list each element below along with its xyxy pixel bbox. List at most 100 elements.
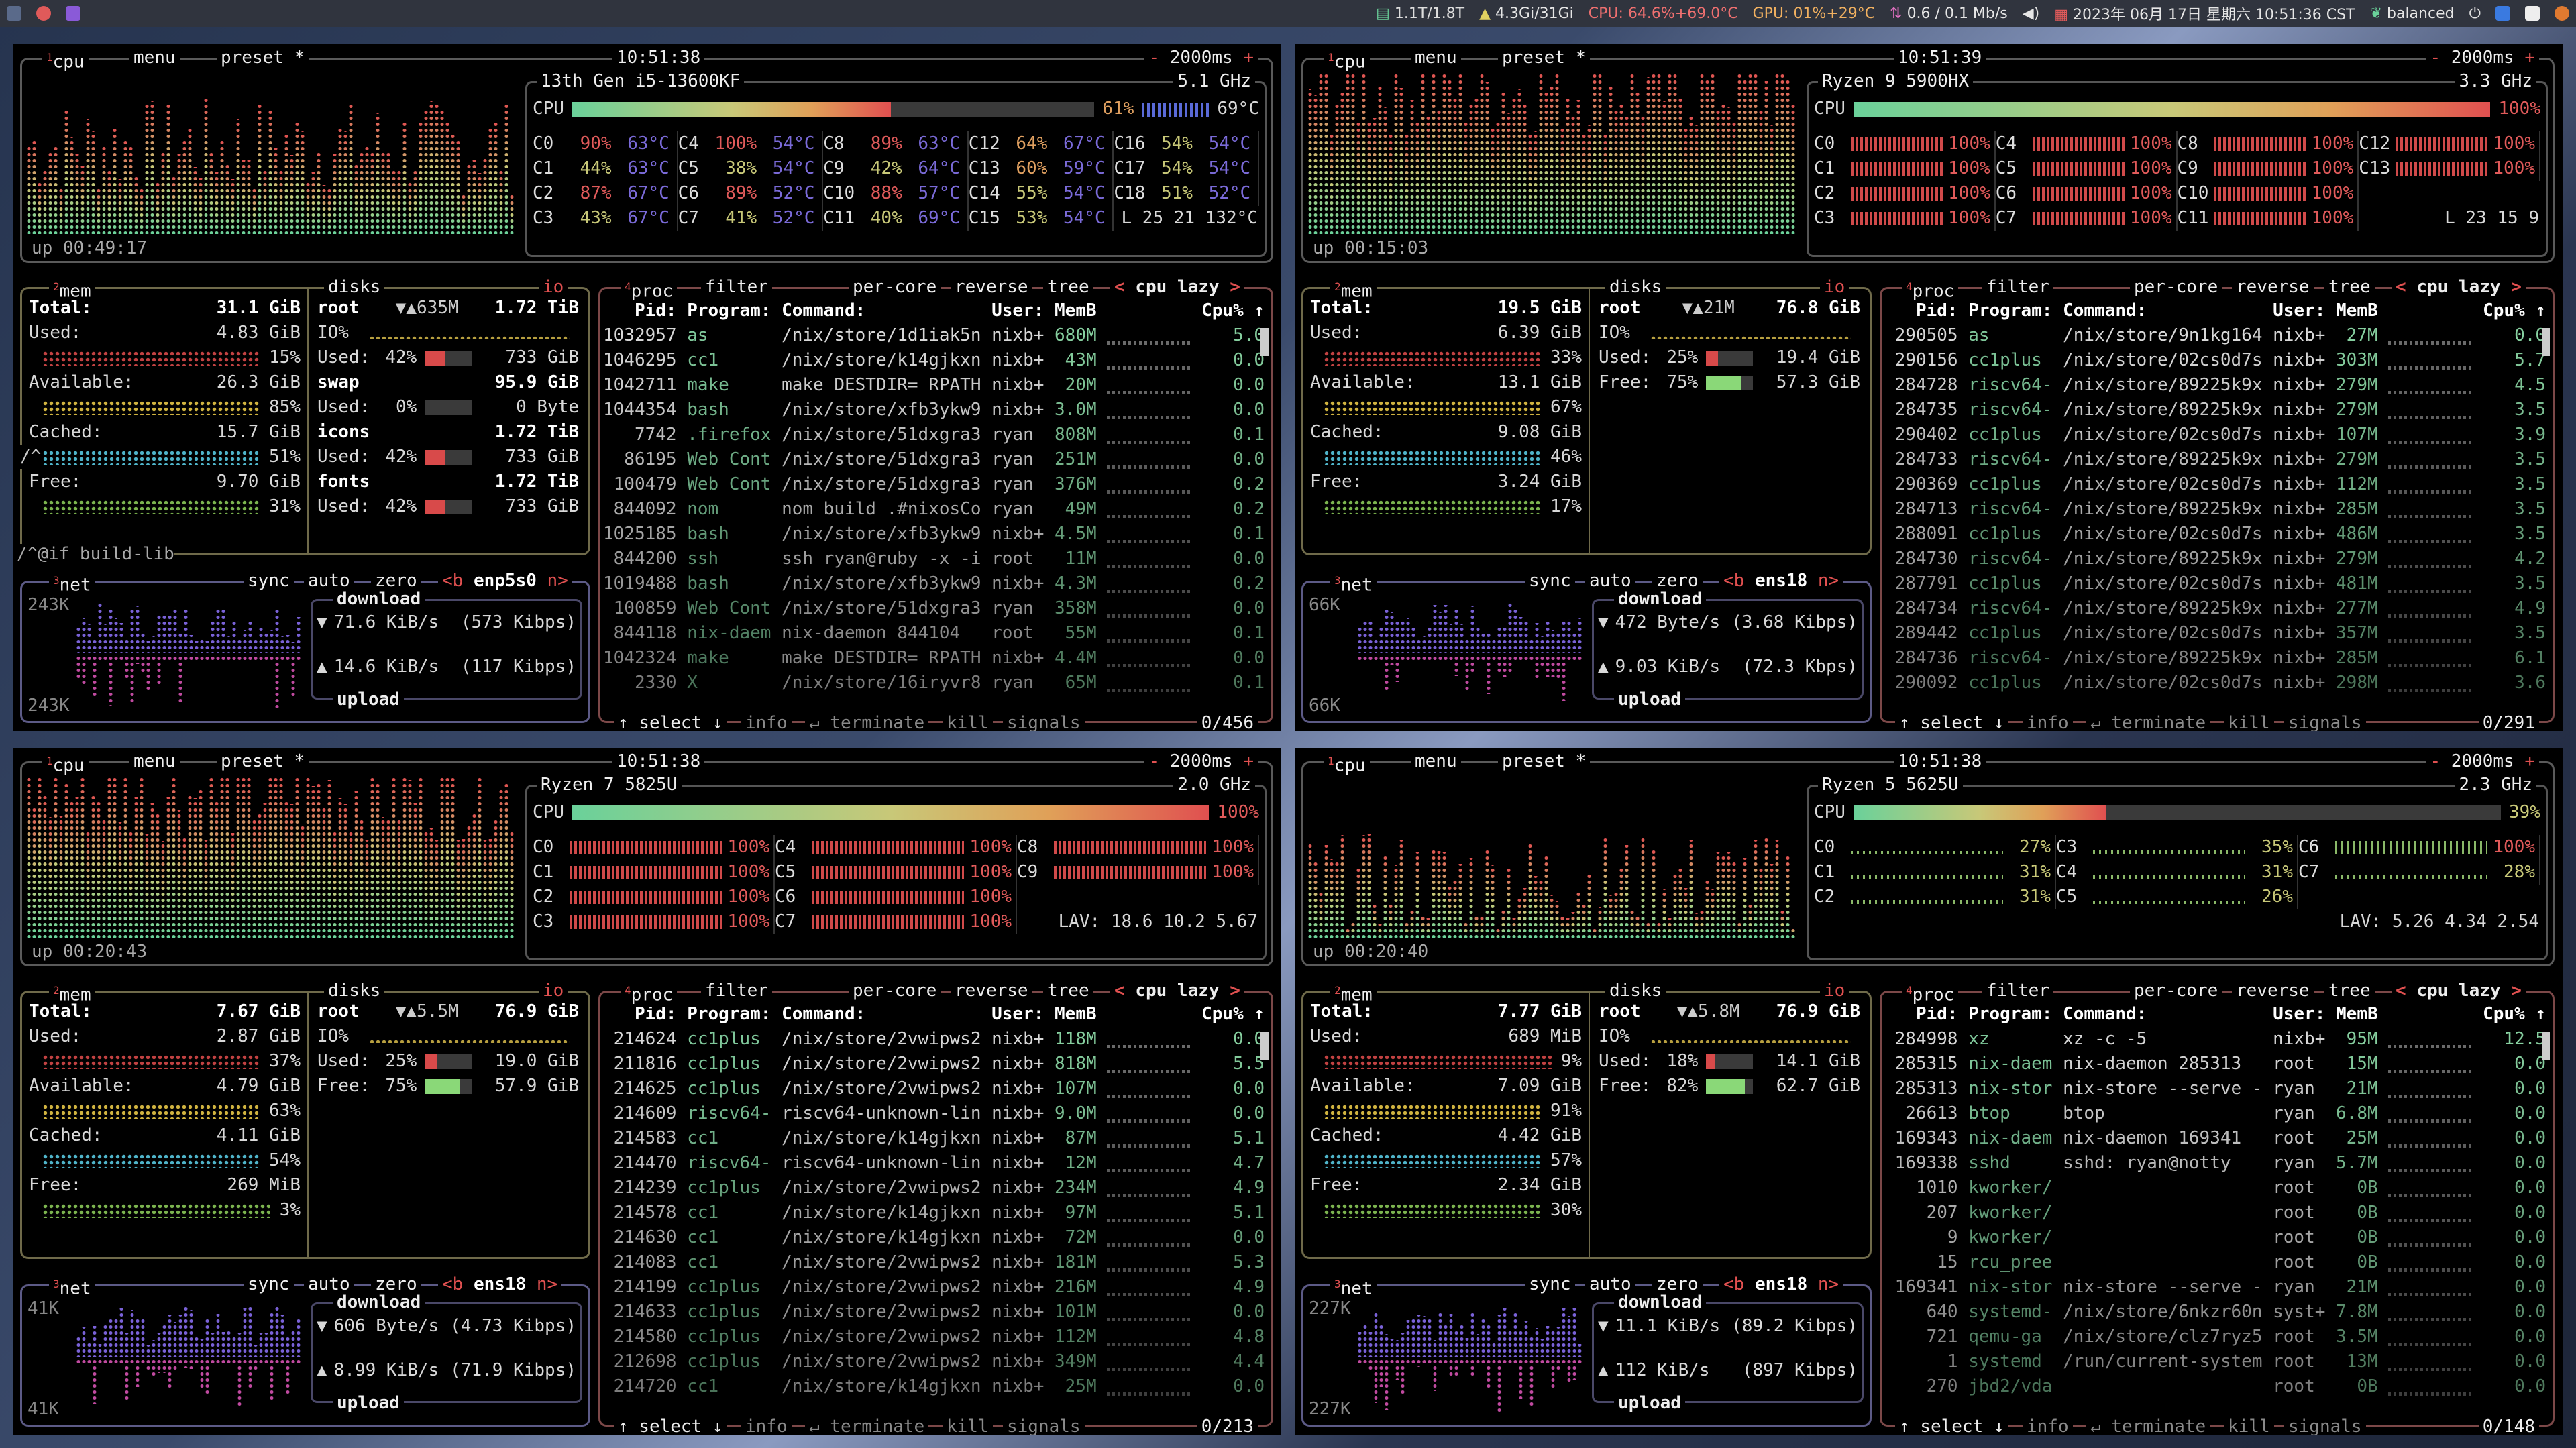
per-core-toggle[interactable]: per-core bbox=[2130, 979, 2222, 1002]
sort-prev[interactable]: < bbox=[2396, 277, 2406, 297]
proc-title[interactable]: 4proc bbox=[621, 979, 678, 1007]
filter-button[interactable]: filter bbox=[701, 276, 772, 298]
process-row[interactable]: 211816 cc1plus/nix/store/2vwipws2 nixb+ 818… bbox=[600, 1052, 1271, 1076]
net-title[interactable]: 3net bbox=[49, 569, 95, 597]
proc-scrollbar[interactable] bbox=[1260, 328, 1269, 356]
io-title-text[interactable]: io bbox=[1824, 981, 1845, 1001]
reverse-toggle[interactable]: reverse bbox=[951, 276, 1032, 298]
per-core-toggle[interactable]: per-core bbox=[849, 276, 941, 298]
cpu-box-title[interactable]: 1cpu bbox=[1324, 750, 1370, 777]
signals-button[interactable]: signals bbox=[2284, 1415, 2366, 1435]
menu-button[interactable]: menu bbox=[1411, 750, 1461, 773]
process-row[interactable]: 285315 nix-daem nix-daemon 285313 root 15M 0.… bbox=[1882, 1052, 2553, 1076]
sort-prev[interactable]: < bbox=[1114, 277, 1125, 297]
sort-selector[interactable]: < cpu lazy > bbox=[1110, 979, 1244, 1002]
select-hint[interactable]: ↑ select ↓ bbox=[614, 1415, 727, 1435]
interval-decrease[interactable]: - bbox=[1148, 751, 1160, 771]
process-row[interactable]: 284998 xz xz -c -5 nixb+ 95M 12.5 bbox=[1882, 1027, 2553, 1052]
interval-decrease[interactable]: - bbox=[2430, 751, 2441, 771]
sort-next[interactable]: > bbox=[1230, 981, 1240, 1001]
signals-button[interactable]: signals bbox=[1003, 712, 1085, 731]
interval-increase[interactable]: + bbox=[1243, 48, 1254, 68]
process-row[interactable]: 100859 Web Cont/nix/store/51dxgra3 ryan 358… bbox=[600, 596, 1271, 621]
browser-icon[interactable] bbox=[36, 6, 51, 21]
proc-title[interactable]: 4proc bbox=[1902, 276, 1959, 303]
disks-title[interactable]: disks bbox=[324, 979, 385, 1002]
process-row[interactable]: 1042324 make make DESTDIR= RPATH nixb+ 4.4M 0… bbox=[600, 646, 1271, 671]
process-row[interactable]: 290156 cc1plus/nix/store/02cs0d7s nixb+ 303… bbox=[1882, 348, 2553, 373]
process-row[interactable]: 284733 riscv64-/nix/store/89225k9x nixb+ 27… bbox=[1882, 447, 2553, 472]
io-title-text[interactable]: io bbox=[543, 981, 564, 1001]
process-row[interactable]: 1019488 bash/nix/store/xfb3ykw9 nixb+ 4.3M 0… bbox=[600, 571, 1271, 596]
filter-button[interactable]: filter bbox=[1982, 979, 2053, 1002]
process-row[interactable]: 169338 sshd sshd: ryan@notty ryan 5.7M 0.0 bbox=[1882, 1151, 2553, 1176]
disks-title[interactable]: disks bbox=[1605, 276, 1666, 298]
interface-next[interactable]: n> bbox=[1817, 571, 1839, 591]
process-row[interactable]: 1032957 as/nix/store/1d1iak5n nixb+ 680M 5.0 bbox=[600, 323, 1271, 348]
sort-next[interactable]: > bbox=[2511, 981, 2522, 1001]
reverse-toggle[interactable]: reverse bbox=[2232, 979, 2314, 1002]
io-title-text[interactable]: io bbox=[543, 277, 564, 297]
disks-title[interactable]: disks bbox=[1605, 979, 1666, 1002]
proc-scrollbar[interactable] bbox=[2542, 328, 2550, 356]
process-row[interactable]: 1046295 cc1/nix/store/k14gjkxn nixb+ 43M 0.0 bbox=[600, 348, 1271, 373]
process-row[interactable]: 284735 riscv64-/nix/store/89225k9x nixb+ 27… bbox=[1882, 398, 2553, 423]
tree-toggle[interactable]: tree bbox=[1043, 979, 1093, 1002]
info-button[interactable]: info bbox=[2023, 1415, 2073, 1435]
process-row[interactable]: 214583 cc1/nix/store/k14gjkxn nixb+ 87M 5.1 bbox=[600, 1126, 1271, 1151]
process-row[interactable]: 284734 riscv64-/nix/store/89225k9x nixb+ 27… bbox=[1882, 596, 2553, 621]
filter-button[interactable]: filter bbox=[701, 979, 772, 1002]
process-row[interactable]: 26613 btop btop ryan 6.8M 0.0 bbox=[1882, 1101, 2553, 1126]
interface-prev[interactable]: <b bbox=[442, 1274, 464, 1294]
reverse-toggle[interactable]: reverse bbox=[951, 979, 1032, 1002]
interface-next[interactable]: n> bbox=[1817, 1274, 1839, 1294]
info-button[interactable]: info bbox=[741, 1415, 792, 1435]
process-row[interactable]: 86195 Web Cont/nix/store/51dxgra3 ryan 251M… bbox=[600, 447, 1271, 472]
select-hint[interactable]: ↑ select ↓ bbox=[1895, 1415, 2008, 1435]
process-row[interactable]: 284713 riscv64-/nix/store/89225k9x nixb+ 28… bbox=[1882, 497, 2553, 522]
sync-toggle[interactable]: sync bbox=[1525, 1273, 1575, 1296]
process-row[interactable]: 290402 cc1plus/nix/store/02cs0d7s nixb+ 107… bbox=[1882, 423, 2553, 447]
process-row[interactable]: 212698 cc1plus/nix/store/2vwipws2 nixb+ 349… bbox=[600, 1349, 1271, 1374]
terminate-button[interactable]: ↵ terminate bbox=[2086, 1415, 2210, 1435]
sort-selector[interactable]: < cpu lazy > bbox=[1110, 276, 1244, 298]
io-toggle[interactable]: io bbox=[1820, 276, 1849, 298]
process-row[interactable]: 214199 cc1plus/nix/store/2vwipws2 nixb+ 216… bbox=[600, 1275, 1271, 1300]
col-cpu[interactable]: Cpu% ↑ bbox=[2483, 300, 2546, 321]
process-row[interactable]: 290369 cc1plus/nix/store/02cs0d7s nixb+ 112… bbox=[1882, 472, 2553, 497]
interface-next[interactable]: n> bbox=[536, 1274, 558, 1294]
interface-prev[interactable]: <b bbox=[1723, 1274, 1745, 1294]
sort-next[interactable]: > bbox=[2511, 277, 2522, 297]
process-row[interactable]: 721 qemu-ga/nix/store/clz7ryz5 root 3.5M 0.0 bbox=[1882, 1325, 2553, 1349]
interface-selector[interactable]: <b ens18 n> bbox=[438, 1273, 562, 1296]
col-mem[interactable]: MemB bbox=[2336, 300, 2378, 321]
process-row[interactable]: 207 kworker/root 0B 0.0 bbox=[1882, 1201, 2553, 1225]
signals-button[interactable]: signals bbox=[2284, 712, 2366, 731]
sync-toggle[interactable]: sync bbox=[244, 569, 294, 592]
sort-prev[interactable]: < bbox=[2396, 981, 2406, 1001]
process-row[interactable]: 7742 .firefox/nix/store/51dxgra3 ryan 808M 0… bbox=[600, 423, 1271, 447]
terminate-button[interactable]: ↵ terminate bbox=[805, 712, 929, 731]
process-row[interactable]: 169341 nix-stor nix-store --serve - ryan 21M… bbox=[1882, 1275, 2553, 1300]
cpu-box-title[interactable]: 1cpu bbox=[42, 46, 89, 74]
mem-title[interactable]: 2mem bbox=[49, 979, 95, 1007]
proc-title[interactable]: 4proc bbox=[621, 276, 678, 303]
process-row[interactable]: 1044354 bash/nix/store/xfb3ykw9 nixb+ 3.0M 0… bbox=[600, 398, 1271, 423]
interval-decrease[interactable]: - bbox=[1148, 48, 1160, 68]
menu-button[interactable]: menu bbox=[129, 46, 180, 69]
interface-next[interactable]: n> bbox=[547, 571, 568, 591]
process-row[interactable]: 15 rcu_pree root 0B 0.0 bbox=[1882, 1250, 2553, 1275]
per-core-toggle[interactable]: per-core bbox=[849, 979, 941, 1002]
proc-scrollbar[interactable] bbox=[2542, 1032, 2550, 1060]
firefox-tray-icon[interactable] bbox=[2555, 6, 2569, 21]
terminal-icon[interactable] bbox=[7, 6, 21, 21]
signals-button[interactable]: signals bbox=[1003, 1415, 1085, 1435]
col-cpu[interactable]: Cpu% ↑ bbox=[2483, 1004, 2546, 1024]
interface-selector[interactable]: <b ens18 n> bbox=[1719, 569, 1843, 592]
process-row[interactable]: 214580 cc1plus/nix/store/2vwipws2 nixb+ 112… bbox=[600, 1325, 1271, 1349]
interface-prev[interactable]: <b bbox=[1723, 571, 1745, 591]
process-row[interactable]: 214624 cc1plus/nix/store/2vwipws2 nixb+ 118… bbox=[600, 1027, 1271, 1052]
kill-button[interactable]: kill bbox=[943, 712, 993, 731]
bluetooth-icon[interactable] bbox=[2496, 6, 2510, 21]
net-title[interactable]: 3net bbox=[1330, 1273, 1377, 1300]
